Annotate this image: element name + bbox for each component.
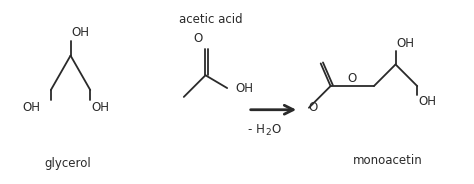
Text: OH: OH — [72, 26, 90, 39]
Text: O: O — [193, 32, 202, 45]
Text: OH: OH — [22, 101, 40, 114]
Text: O: O — [272, 123, 281, 136]
Text: glycerol: glycerol — [44, 157, 91, 170]
Text: 2: 2 — [265, 128, 271, 137]
Text: - H: - H — [248, 123, 264, 136]
Text: O: O — [347, 72, 357, 85]
Text: monoacetin: monoacetin — [353, 154, 422, 167]
Text: acetic acid: acetic acid — [179, 13, 242, 26]
Text: OH: OH — [235, 82, 253, 95]
Text: OH: OH — [396, 37, 414, 50]
Text: OH: OH — [91, 101, 109, 114]
Text: OH: OH — [418, 95, 436, 108]
Text: O: O — [308, 101, 318, 114]
